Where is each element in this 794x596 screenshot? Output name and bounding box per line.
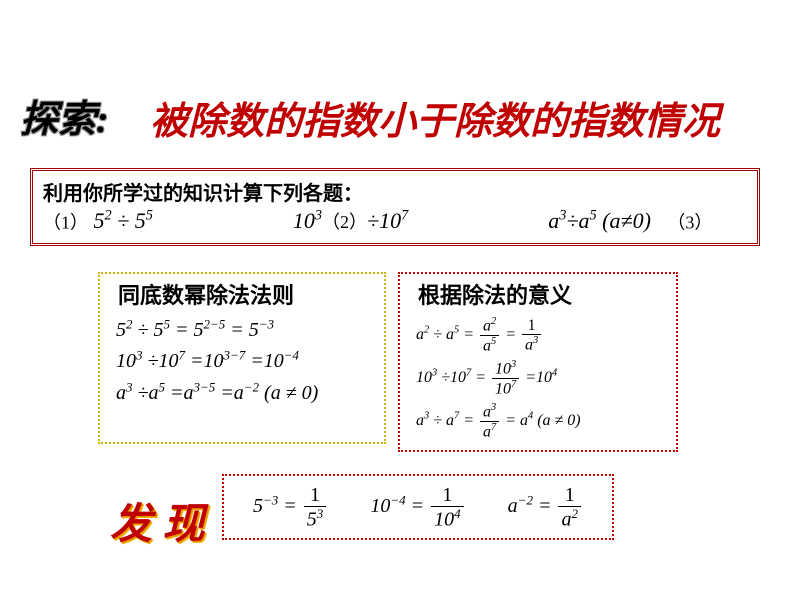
problem-3: a3÷a5 (a≠0) （3） (548, 208, 712, 234)
p1-label: （1） (43, 212, 88, 232)
p3-label: （3） (667, 212, 712, 232)
right-eq-1: a2 ÷ a5 = a2a5 = 1a3 (416, 316, 668, 355)
discover-eq-2: 10−4 = 1104 (370, 484, 465, 531)
explore-heading: 探索: (20, 88, 109, 143)
right-eq-3: a3 ÷ a7 = a3a7 = a4 (a ≠ 0) (416, 402, 668, 441)
subtitle: 被除数的指数小于除数的指数情况 (150, 90, 720, 145)
discover-eq-3: a−2 = 1a2 (508, 484, 583, 531)
left-eq-2: 103 ÷107 =103−7 =10−4 (116, 348, 376, 374)
right-eq-2: 103 ÷107 = 103107 =104 (416, 359, 668, 398)
problem-box: 利用你所学过的知识计算下列各题： （1） 52 ÷ 55 103（2）÷107 … (30, 168, 760, 246)
left-panel-title: 同底数幂除法法则 (118, 278, 376, 310)
discover-eq-1: 5−3 = 153 (253, 484, 328, 531)
left-eq-3: a3 ÷a5 =a3−5 =a−2 (a ≠ 0) (116, 379, 376, 405)
left-eq-1: 52 ÷ 55 = 52−5 = 5−3 (116, 316, 376, 342)
left-panel: 同底数幂除法法则 52 ÷ 55 = 52−5 = 5−3 103 ÷107 =… (98, 272, 386, 444)
right-panel: 根据除法的意义 a2 ÷ a5 = a2a5 = 1a3 103 ÷107 = … (398, 272, 678, 452)
problem-1: （1） 52 ÷ 55 (43, 208, 153, 234)
problem-2: 103（2）÷107 (293, 208, 408, 234)
instruction: 利用你所学过的知识计算下列各题： (43, 177, 747, 206)
right-panel-title: 根据除法的意义 (418, 278, 668, 310)
discover-heading: 发 现 (110, 490, 205, 551)
discover-box: 5−3 = 153 10−4 = 1104 a−2 = 1a2 (222, 474, 614, 540)
problems-row: （1） 52 ÷ 55 103（2）÷107 a3÷a5 (a≠0) （3） (43, 208, 747, 234)
